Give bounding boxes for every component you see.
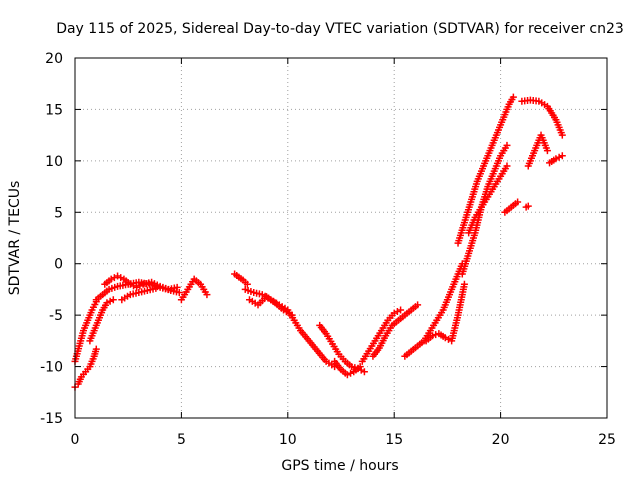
series-seg-q	[454, 93, 517, 247]
series-seg-u	[518, 96, 566, 139]
data-point	[288, 311, 296, 319]
data-point	[92, 345, 100, 353]
y-tick-label: 0	[54, 257, 63, 273]
x-tick-label: 10	[279, 432, 297, 448]
series-seg-e	[101, 272, 181, 293]
series-seg-v	[524, 131, 551, 170]
grid-lines	[75, 58, 607, 418]
series-seg-a	[71, 298, 100, 365]
data-point	[360, 368, 368, 376]
data-point	[503, 162, 511, 170]
data-point	[397, 306, 405, 314]
data-point	[503, 141, 511, 149]
series-seg-x	[522, 202, 532, 211]
data-point	[514, 198, 522, 206]
series-seg-j	[245, 293, 296, 319]
data-point	[558, 131, 566, 139]
axis-ticks: 0 5 10 15 20 25 -15 -10 -5 0 5 10 15 20	[40, 51, 616, 448]
data-point	[444, 335, 452, 343]
data-point	[393, 308, 401, 316]
data-point	[429, 332, 437, 340]
data-point	[524, 202, 532, 210]
data-point	[152, 284, 160, 292]
x-tick-label: 15	[385, 432, 403, 448]
data-point	[126, 280, 134, 288]
data-point	[343, 371, 351, 379]
x-tick-label: 5	[177, 432, 186, 448]
data-point	[509, 93, 517, 101]
data-point	[109, 296, 117, 304]
series-seg-t	[501, 198, 522, 216]
y-axis-label: SDTVAR / TECUs	[7, 181, 23, 296]
y-tick-label: 5	[54, 205, 63, 221]
series-seg-c	[86, 296, 117, 345]
data-point	[175, 289, 183, 297]
data-point	[460, 280, 468, 288]
data-point	[103, 299, 111, 307]
y-tick-label: 20	[45, 51, 63, 67]
y-tick-label: -15	[40, 411, 63, 427]
data-point	[356, 363, 364, 371]
data-point	[114, 272, 122, 280]
data-point	[110, 274, 118, 282]
series-seg-f	[118, 284, 160, 304]
plot-frame	[74, 57, 608, 419]
data-point	[107, 275, 115, 283]
data-point	[130, 282, 138, 290]
series-seg-w	[546, 152, 566, 167]
y-tick-label: 15	[45, 102, 63, 118]
data-point	[203, 291, 211, 299]
x-tick-label: 0	[71, 432, 80, 448]
data-point	[136, 282, 144, 290]
x-tick-label: 20	[492, 432, 510, 448]
data-point	[347, 369, 355, 377]
series-seg-s	[465, 162, 511, 237]
data-point	[390, 309, 398, 317]
chart-title: Day 115 of 2025, Sidereal Day-to-day VTE…	[56, 21, 624, 37]
series-seg-b	[71, 345, 100, 391]
y-tick-label: -5	[49, 308, 63, 324]
x-tick-label: 25	[598, 432, 616, 448]
data-point	[243, 280, 251, 288]
series-seg-m	[358, 306, 405, 365]
data-point	[555, 153, 563, 161]
y-tick-label: -10	[40, 360, 63, 376]
data-point	[543, 147, 551, 155]
data-point	[414, 301, 422, 309]
series-seg-n	[369, 301, 422, 360]
y-tick-label: 10	[45, 154, 63, 170]
data-point	[558, 152, 566, 160]
series-seg-l	[331, 357, 364, 379]
series-seg-g	[177, 275, 211, 304]
x-axis-label: GPS time / hours	[281, 458, 398, 474]
data-point	[173, 283, 181, 291]
data-point	[117, 274, 125, 282]
data-point	[106, 297, 114, 305]
data-points	[71, 93, 566, 391]
data-point	[348, 363, 356, 371]
data-point	[441, 334, 449, 342]
data-point	[552, 155, 560, 163]
series-seg-h	[231, 270, 251, 288]
series-seg-p	[422, 280, 468, 345]
